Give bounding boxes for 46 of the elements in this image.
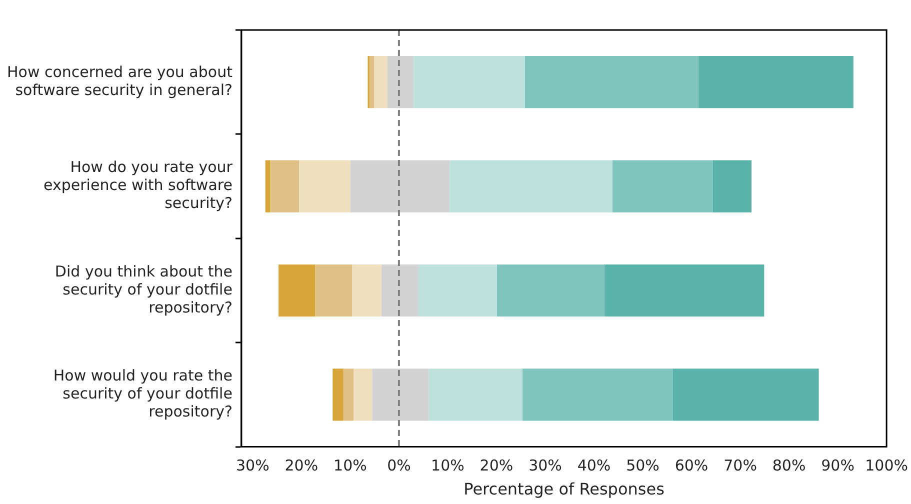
- bar: [524, 56, 698, 108]
- x-tick-label: 30%: [528, 456, 562, 475]
- x-tick-label: 30%: [236, 456, 270, 475]
- bar: [414, 56, 525, 108]
- bar: [496, 264, 604, 317]
- x-tick-label: 60%: [674, 456, 708, 475]
- bar: [270, 160, 299, 212]
- bar: [672, 368, 819, 421]
- bar: [354, 368, 372, 421]
- bar: [315, 264, 352, 317]
- bar: [265, 160, 270, 212]
- bar: [343, 368, 354, 421]
- bar: [332, 368, 344, 421]
- bar: [712, 160, 752, 212]
- bar: [428, 368, 522, 421]
- y-tick-label: How do you rate your experience with software security?: [44, 158, 234, 212]
- bar: [278, 264, 316, 317]
- x-tick-label: 0%: [387, 456, 411, 475]
- x-tick-label: 50%: [626, 456, 660, 475]
- x-tick-label: 40%: [577, 456, 611, 475]
- x-tick-label: 70%: [724, 456, 757, 475]
- bar: [381, 264, 418, 317]
- bar: [698, 56, 854, 108]
- y-tick-label: How would you rate the security of your dotfile repository?: [53, 366, 232, 421]
- x-tick-label: 90%: [821, 456, 854, 475]
- bar: [299, 160, 350, 212]
- x-tick-label: 20%: [284, 456, 318, 475]
- bar: [450, 160, 613, 212]
- x-tick-label: 80%: [772, 456, 806, 475]
- x-tick-label: 20%: [480, 456, 514, 475]
- bar: [352, 264, 382, 317]
- x-axis-title: Percentage of Responses: [464, 480, 664, 499]
- bar: [522, 368, 673, 421]
- bar: [350, 160, 450, 212]
- bar: [370, 56, 374, 108]
- bar: [387, 56, 414, 108]
- bar: [418, 264, 497, 317]
- bar: [604, 264, 764, 317]
- bar: [612, 160, 713, 212]
- bar: [372, 368, 429, 421]
- bar: [374, 56, 388, 108]
- y-tick-label: How concerned are you about software security in general?: [6, 62, 233, 99]
- x-tick-label: 10%: [431, 456, 464, 475]
- x-tick-label: 10%: [334, 456, 367, 475]
- y-tick-label: Did you think about the security of your dotfile repository?: [54, 262, 232, 316]
- x-tick-label: 100%: [865, 456, 908, 475]
